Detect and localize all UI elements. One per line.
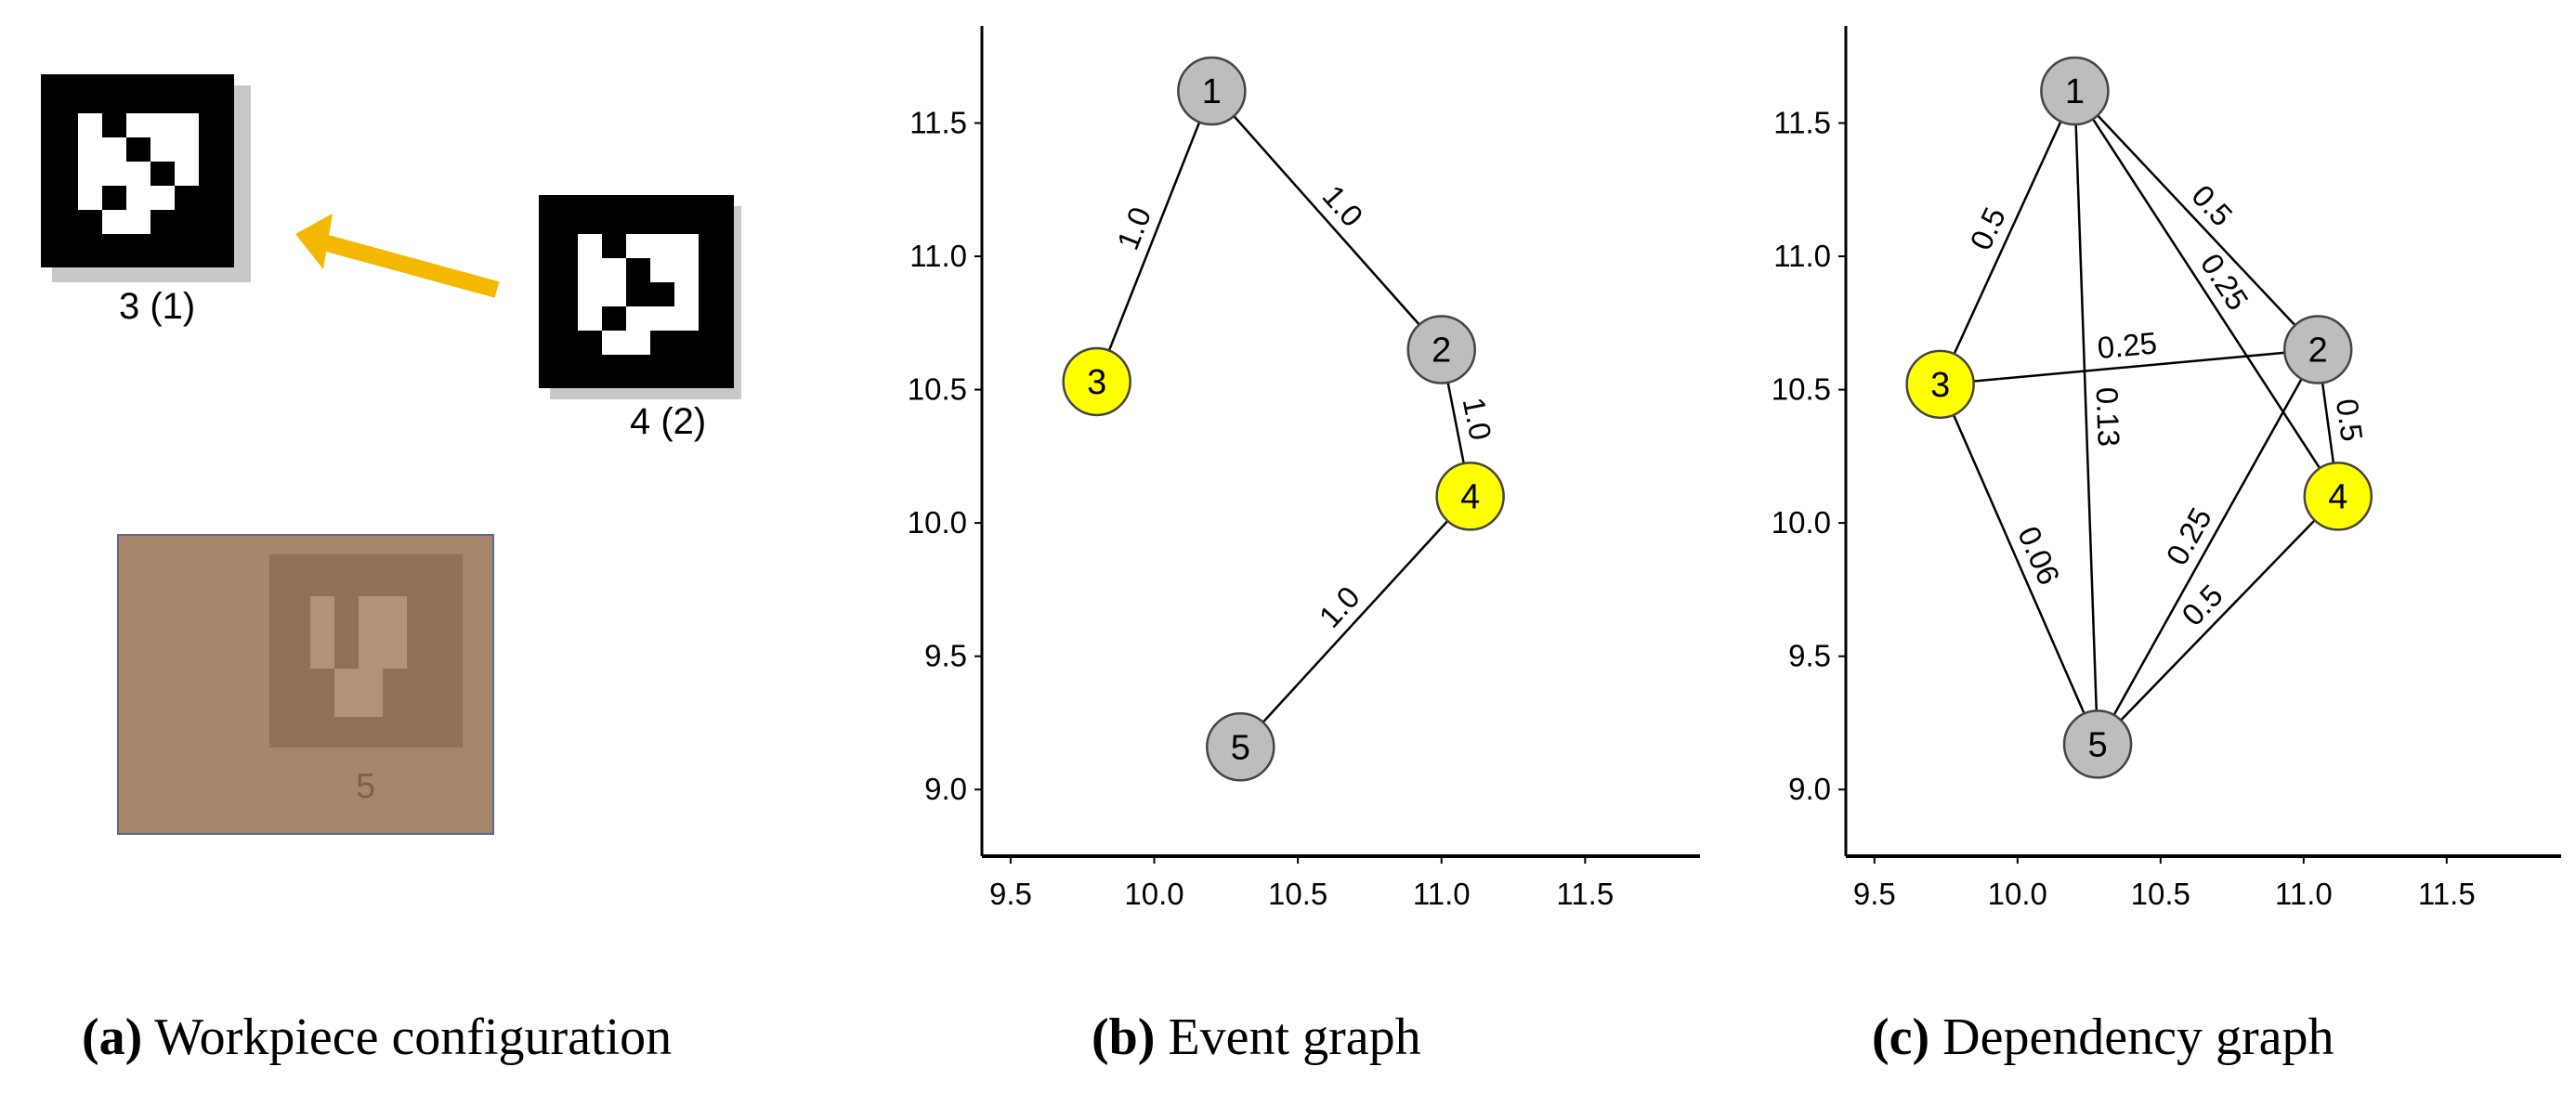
event-y-tick-label: 9.0 <box>924 772 967 806</box>
dependency-edge-label-group: 0.25 <box>2194 247 2256 316</box>
dependency-edge-1-3 <box>1939 90 2076 385</box>
marker-4-label: 4 (2) <box>630 401 707 442</box>
event-graph-panel: 9.5 10.0 10.5 11.0 11.5 11.5 11.0 10.5 10.0 9.5 9.… <box>855 0 1728 1093</box>
dependency-edge-label: 0.13 <box>2090 386 2126 447</box>
event-y-tick-label: 9.5 <box>924 639 967 673</box>
dependency-x-tick-label: 10.5 <box>2131 877 2190 911</box>
dependency-node-label-2: 2 <box>2308 332 2328 371</box>
dependency-y-tick-label: 11.5 <box>1773 105 1831 139</box>
event-node-label-1: 1 <box>1202 72 1222 111</box>
caption-a-letter: (a) <box>82 1008 143 1066</box>
dependency-y-tick-label: 9.0 <box>1788 772 1831 806</box>
event-x-tick-label: 11.5 <box>1556 877 1614 911</box>
event-node-5 <box>1206 712 1275 782</box>
dependency-edge-label-group: 0.25 <box>2159 501 2218 570</box>
dependency-x-tick-label: 9.5 <box>1853 877 1896 911</box>
dependency-edge-1-5 <box>2073 90 2099 745</box>
aruco-marker-4 <box>539 195 741 399</box>
dependency-edge-label: 0.5 <box>2185 178 2239 233</box>
dependency-edge-label: 0.25 <box>2194 247 2256 316</box>
event-edge-label: 1.0 <box>1312 579 1366 634</box>
event-graph-chart: 9.5 10.0 10.5 11.0 11.511.511.010.510.09.59.… <box>908 26 1700 911</box>
caption-c-text: Dependency graph <box>1942 1008 2334 1066</box>
dependency-node-4 <box>2303 462 2373 531</box>
dependency-edge-1-4 <box>2073 90 2339 498</box>
caption-a: (a) Workpiece configuration <box>82 1008 672 1067</box>
dependency-edge-label-group: 0.5 <box>2185 178 2239 233</box>
dependency-node-label-1: 1 <box>2065 72 2085 111</box>
dependency-edge-label-group: 0.5 <box>1963 202 2012 255</box>
dependency-node-5 <box>2062 709 2133 779</box>
caption-a-text: Workpiece configuration <box>154 1008 673 1066</box>
event-node-3 <box>1062 346 1131 417</box>
event-edge-4-5 <box>1239 495 1471 748</box>
move-arrow <box>295 214 500 298</box>
dependency-x-tick-label: 11.5 <box>2418 877 2476 911</box>
dependency-edge-label-group: 0.5 <box>2330 397 2370 443</box>
dependency-edge-label: 0.5 <box>2175 578 2229 632</box>
event-y-tick-label: 10.0 <box>908 505 967 540</box>
event-node-label-3: 3 <box>1087 363 1106 402</box>
event-edge-1-2 <box>1210 90 1443 351</box>
event-x-tick-label: 9.5 <box>989 877 1032 911</box>
dependency-edge-label-group: 0.25 <box>2096 325 2158 365</box>
event-node-1 <box>1177 56 1247 126</box>
ghost-marker-5 <box>117 534 494 835</box>
marker-3-label: 3 (1) <box>119 286 196 327</box>
event-node-label-2: 2 <box>1432 332 1451 371</box>
dependency-edge-3-5 <box>1939 384 2099 745</box>
event-edge-label: 1.0 <box>1316 178 1370 233</box>
caption-b: (b) Event graph <box>1092 1008 1421 1067</box>
ghost-marker-label: 5 <box>356 767 376 806</box>
event-node-label-4: 4 <box>1460 477 1480 516</box>
event-node-4 <box>1435 462 1505 531</box>
dependency-edge-label: 0.5 <box>2330 397 2370 443</box>
aruco-marker-3 <box>41 74 251 282</box>
dependency-node-label-3: 3 <box>1930 366 1950 405</box>
dependency-node-label-4: 4 <box>2328 477 2347 516</box>
event-x-tick-label: 11.0 <box>1413 877 1471 911</box>
caption-b-text: Event graph <box>1168 1008 1421 1066</box>
event-edge-label: 1.0 <box>1457 395 1498 443</box>
event-y-tick-label: 11.0 <box>909 239 967 273</box>
dependency-edge-label: 0.5 <box>1963 202 2012 255</box>
event-edge-label-group: 1.0 <box>1316 178 1370 233</box>
caption-c-letter: (c) <box>1872 1008 1930 1066</box>
event-y-tick-label: 10.5 <box>908 372 967 407</box>
event-edge-1-3 <box>1095 90 1213 383</box>
dependency-edge-1-2 <box>2073 90 2320 351</box>
workpiece-diagram <box>41 74 741 835</box>
dependency-node-1 <box>2040 56 2110 126</box>
dependency-y-tick-label: 10.5 <box>1772 372 1831 407</box>
event-edge-label-group: 1.0 <box>1312 579 1366 634</box>
dependency-x-tick-label: 10.0 <box>1988 877 2047 911</box>
dependency-edge-3-2 <box>1940 348 2319 386</box>
event-x-tick-label: 10.5 <box>1268 877 1327 911</box>
dependency-edge-label: 0.25 <box>2159 501 2218 570</box>
dependency-graph-panel: 9.5 10.0 10.5 11.0 11.5 11.5 11.0 10.5 10.0 9.5 9.… <box>1728 0 2576 1093</box>
dependency-node-label-5: 5 <box>2087 725 2107 764</box>
event-x-tick-label: 10.0 <box>1124 877 1183 911</box>
event-y-tick-label: 11.5 <box>909 105 967 139</box>
event-node-label-5: 5 <box>1231 728 1250 767</box>
event-node-2 <box>1406 315 1476 384</box>
dependency-edge-4-5 <box>2097 495 2339 746</box>
dependency-edge-label-group: 0.06 <box>2011 521 2067 590</box>
dependency-edge-label-group: 0.5 <box>2175 578 2229 632</box>
dependency-y-tick-label: 9.5 <box>1788 639 1831 673</box>
dependency-node-2 <box>2282 315 2353 384</box>
dependency-node-3 <box>1905 349 1975 420</box>
caption-b-letter: (b) <box>1092 1008 1156 1066</box>
dependency-edge-2-5 <box>2096 348 2320 746</box>
dependency-edge-label: 0.25 <box>2096 325 2158 365</box>
dependency-y-tick-label: 10.0 <box>1772 505 1831 540</box>
dependency-graph-chart: 9.5 10.0 10.5 11.0 11.511.511.010.510.09.59.… <box>1772 26 2561 911</box>
dependency-edge-label: 0.06 <box>2011 521 2067 590</box>
dependency-edge-label-group: 0.13 <box>2090 386 2126 447</box>
caption-c: (c) Dependency graph <box>1872 1008 2334 1067</box>
dependency-y-tick-label: 11.0 <box>1773 239 1831 273</box>
workpiece-configuration-panel: 3 (1) 4 (2) 5 (a) Workpiece configuratio… <box>0 0 855 1093</box>
event-edge-label-group: 1.0 <box>1457 395 1498 443</box>
dependency-x-tick-label: 11.0 <box>2275 877 2333 911</box>
